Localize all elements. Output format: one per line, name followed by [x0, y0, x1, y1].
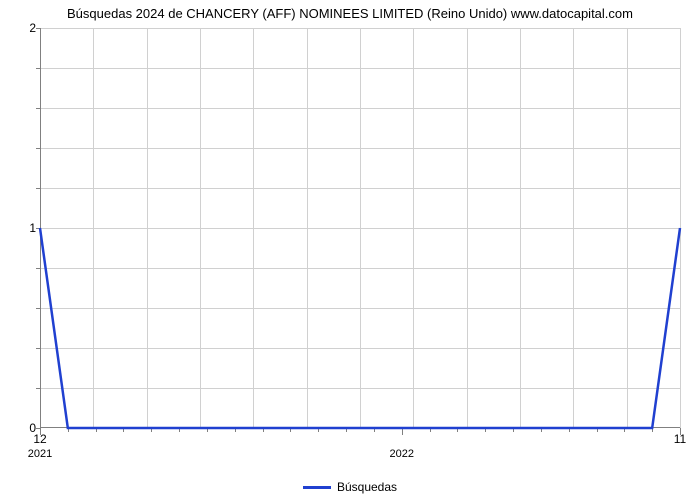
chart-container: Búsquedas 2024 de CHANCERY (AFF) NOMINEE… — [0, 0, 700, 500]
chart-title: Búsquedas 2024 de CHANCERY (AFF) NOMINEE… — [0, 6, 700, 21]
legend: Búsquedas — [0, 480, 700, 494]
y-tick-2: 2 — [6, 21, 36, 35]
plot-area — [40, 28, 680, 428]
x-year-2022: 2022 — [389, 448, 413, 460]
legend-label: Búsquedas — [337, 480, 397, 494]
x-label-end-month: 11 — [674, 432, 686, 446]
legend-swatch — [303, 486, 331, 489]
y-tick-1: 1 — [6, 221, 36, 235]
x-year-2021: 2021 — [28, 448, 52, 460]
y-tick-0: 0 — [6, 421, 36, 435]
data-line — [40, 28, 680, 428]
x-label-start-month: 12 — [33, 432, 46, 446]
